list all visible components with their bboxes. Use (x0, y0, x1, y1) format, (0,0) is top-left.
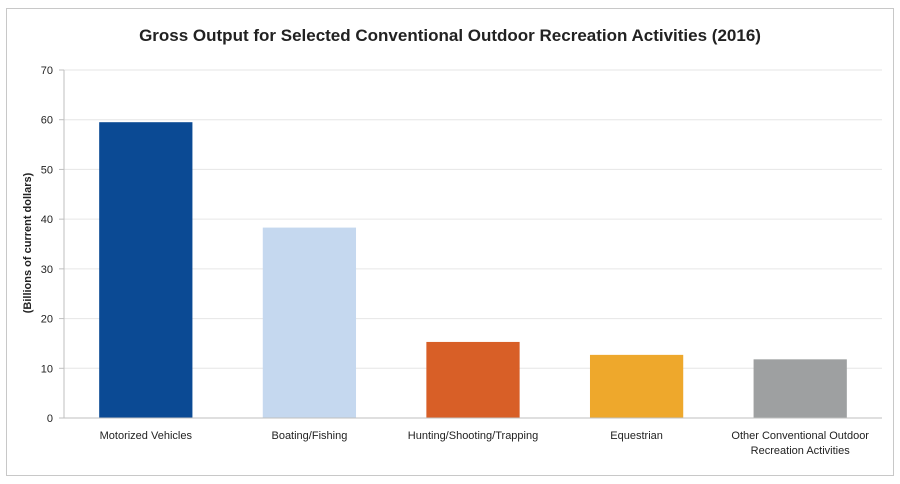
y-tick-label: 50 (41, 164, 53, 176)
y-tick-label: 0 (47, 413, 53, 425)
bars (99, 122, 847, 418)
y-tick-label: 60 (41, 115, 53, 127)
bar (99, 122, 193, 418)
x-tick-label: Hunting/Shooting/Trapping (408, 430, 538, 442)
bar (589, 354, 684, 418)
x-axis: Motorized Vehicles Boating/Fishing Hunting… (64, 417, 882, 457)
bar (753, 359, 847, 418)
x-tick-label: Equestrian (610, 430, 663, 442)
y-tick-label: 10 (41, 363, 53, 375)
gridlines (64, 69, 882, 369)
chart-title: Gross Output for Selected Conventional O… (139, 26, 761, 45)
y-tick-label: 40 (41, 214, 53, 226)
y-tick-label: 30 (41, 264, 53, 276)
x-tick-label: Motorized Vehicles (100, 430, 193, 442)
y-axis-title: (Billions of current dollars) (22, 172, 34, 313)
y-tick-label: 70 (41, 65, 53, 77)
bar (262, 227, 357, 418)
y-axis: 0 10 20 30 40 50 60 70 (41, 65, 65, 425)
bar (426, 341, 520, 418)
x-tick-label: Recreation Activities (751, 445, 851, 457)
x-tick-label: Boating/Fishing (271, 430, 347, 442)
y-tick-label: 20 (41, 314, 53, 326)
x-tick-label: Other Conventional Outdoor (731, 430, 869, 442)
